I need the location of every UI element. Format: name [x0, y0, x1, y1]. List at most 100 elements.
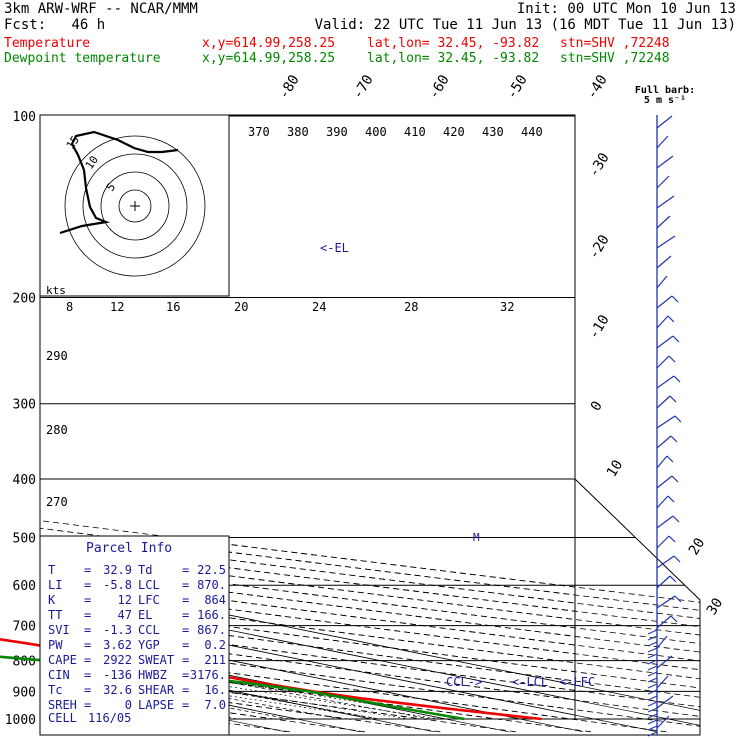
pressure-label-300: 300: [13, 398, 36, 413]
wind-barb-flag: [671, 475, 679, 483]
wind-barb-flag: [669, 575, 677, 583]
isotherm-label: -40: [584, 72, 611, 102]
wind-barb-low: [647, 707, 658, 713]
mixing-ratio-top-label: 28: [404, 300, 418, 314]
valid-time: Valid: 22 UTC Tue 11 Jun 13 (16 MDT Tue …: [314, 17, 736, 33]
wind-barb: [656, 135, 669, 149]
moist-adiabat: [40, 656, 443, 719]
wind-barb: [656, 535, 670, 549]
wind-barb-flag: [668, 535, 676, 543]
parcel-eq: =: [84, 653, 91, 667]
temperature-profile: [0, 637, 542, 721]
wind-barb-flag: [666, 455, 674, 463]
dry-adiabat: [40, 479, 700, 733]
parcel-label: SREH: [48, 698, 77, 712]
parcel-eq: =: [84, 578, 91, 592]
m-marker: M: [473, 531, 480, 544]
wind-barb: [656, 215, 671, 229]
parcel-eq: =: [182, 578, 189, 592]
wind-barb-flag: [672, 515, 680, 523]
moist-adiabat: [40, 652, 472, 719]
parcel-label: SVI: [48, 623, 70, 637]
pressure-label-700: 700: [13, 620, 36, 635]
dry-adiabat: [40, 479, 700, 733]
pressure-label-600: 600: [13, 579, 36, 594]
parcel-eq: =: [84, 608, 91, 622]
lfc-marker: <-LFC: [559, 675, 595, 689]
parcel-value: 2922: [103, 653, 132, 667]
wind-barb-flag: [672, 335, 680, 343]
wind-barb-low: [647, 659, 658, 665]
hodograph-trace: [59, 130, 179, 235]
wind-barb: [656, 475, 673, 489]
isotherm-label: 20: [686, 535, 709, 558]
wind-barb: [656, 335, 674, 349]
parcel-value: 22.5: [197, 563, 226, 577]
wind-barb-flag: [673, 555, 681, 563]
wind-barb-flag: [669, 395, 677, 403]
wind-barb: [656, 115, 673, 129]
mixing-ratio-top-label: 8: [66, 300, 73, 314]
forecast-hour: Fcst: 46 h: [4, 18, 105, 33]
pressure-label-500: 500: [13, 532, 36, 547]
parcel-eq: =: [84, 683, 91, 697]
wind-barb: [656, 355, 670, 369]
cell-label: CELL: [48, 711, 77, 725]
wind-barb-low: [647, 671, 658, 677]
theta-label: 410: [404, 125, 426, 139]
isotherm-label: 0: [588, 398, 606, 414]
wind-barb-flag: [668, 355, 676, 363]
wind-legend-title: Full barb:: [635, 85, 695, 96]
wind-barb: [656, 675, 669, 689]
theta-label: 390: [326, 125, 348, 139]
wind-barb-low: [647, 713, 658, 719]
parcel-label: K: [48, 593, 56, 607]
isotherm-label: -60: [426, 72, 453, 102]
cell-value: 116/05: [88, 711, 131, 725]
isotherm: [40, 479, 700, 733]
isotherm-label: -10: [586, 312, 613, 342]
parcel-eq: =: [182, 593, 189, 607]
wind-barb: [656, 635, 668, 649]
pressure-label-100: 100: [13, 110, 36, 125]
wind-barb: [656, 715, 670, 729]
parcel-value: 47: [118, 608, 132, 622]
ccl-marker: CCL->: [446, 675, 482, 689]
wind-barb-low: [647, 689, 658, 695]
dewpoint-station: stn=SHV ,72248: [560, 51, 670, 66]
wind-barb-flag: [674, 595, 682, 603]
lower-frame: [40, 478, 701, 736]
forecast-value: 46 h: [71, 17, 106, 33]
wind-barb: [656, 595, 676, 609]
isotherm-label: -80: [276, 72, 303, 102]
mixing-ratio-top-label: 32: [500, 300, 514, 314]
wind-barb: [656, 275, 668, 289]
dewpoint-xy: x,y=614.99,258.25: [202, 51, 336, 66]
wind-barb: [656, 435, 672, 449]
parcel-eq: =: [84, 698, 91, 712]
parcel-value: 3.62: [103, 638, 132, 652]
isotherm-label: 30: [704, 595, 727, 618]
parcel-eq: =: [182, 668, 189, 682]
parcel-info-box: Parcel Info T = 32.9 Td = 22.5 LI = -5.8 LCL = 870.…: [39, 535, 230, 736]
wind-barb: [656, 415, 676, 429]
parcel-eq: =: [84, 638, 91, 652]
theta-label: 420: [443, 125, 465, 139]
wind-barb-flag: [671, 295, 679, 303]
isotherm-label: -30: [586, 150, 613, 180]
parcel-label: TT: [48, 608, 62, 622]
wind-barb-low: [647, 653, 658, 659]
parcel-value: 870.: [197, 578, 226, 592]
wind-barb-low: [647, 725, 658, 731]
parcel-value: 211: [204, 653, 226, 667]
parcel-value: -5.8: [103, 578, 132, 592]
parcel-eq: =: [182, 563, 189, 577]
temperature-legend: Temperature: [4, 36, 91, 51]
wind-barb: [656, 195, 675, 209]
wind-barb-low: [647, 665, 658, 671]
wind-barb: [656, 515, 674, 529]
parcel-value: 166.: [197, 608, 226, 622]
dewpoint-latlon: lat,lon= 32.45, -93.82: [367, 51, 540, 66]
parcel-label: Tc: [48, 683, 62, 697]
wind-barb: [656, 655, 673, 669]
